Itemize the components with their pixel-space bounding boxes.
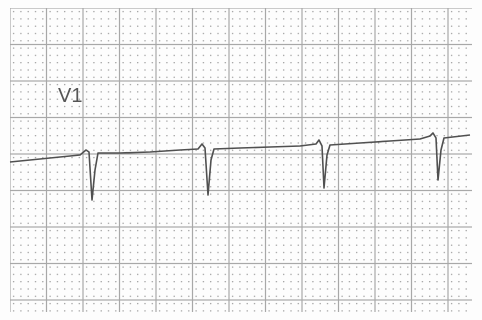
page: V1 (() => { const data = JSON.parse(docu… [0,0,482,320]
major-grid [10,8,472,312]
lead-label: V1 [58,85,82,107]
ecg-strip: V1 [0,0,482,320]
